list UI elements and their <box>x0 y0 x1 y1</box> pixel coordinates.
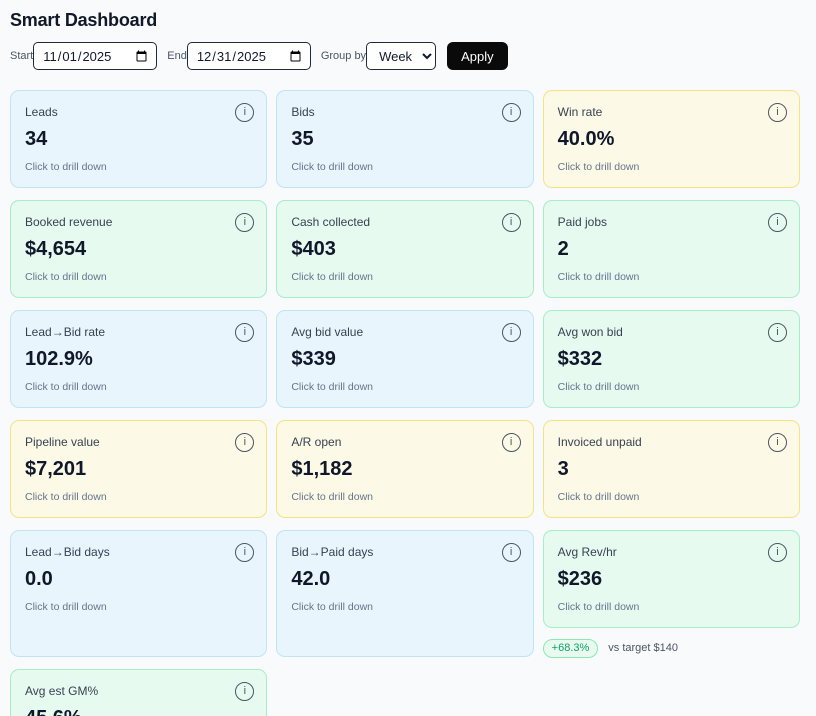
kpi-label: Paid jobs <box>557 215 608 229</box>
info-icon[interactable]: i <box>501 543 521 562</box>
kpi-value: 40.0% <box>557 128 615 150</box>
kpi-label: Lead→Bid rate <box>25 325 106 339</box>
kpi-card[interactable]: Leads i 34 Click to drill down <box>10 90 268 188</box>
kpi-drill-hint: Click to drill down <box>557 491 640 503</box>
kpi-value: $236 <box>557 568 603 590</box>
kpi-value: 34 <box>25 128 48 150</box>
kpi-drill-hint: Click to drill down <box>291 491 374 503</box>
kpi-value: 0.0 <box>25 568 53 590</box>
kpi-drill-hint: Click to drill down <box>291 271 374 283</box>
kpi-card[interactable]: Avg bid value i $339 Click to drill down <box>276 310 534 408</box>
kpi-value: 3 <box>557 458 569 480</box>
info-icon[interactable]: i <box>235 103 255 122</box>
kpi-drill-hint: Click to drill down <box>25 491 107 503</box>
kpi-label: Avg Rev/hr <box>557 545 617 559</box>
kpi-label: Leads <box>25 105 58 119</box>
kpi-value: 2 <box>557 238 569 260</box>
start-date-input[interactable] <box>33 42 158 70</box>
kpi-card[interactable]: Win rate i 40.0% Click to drill down <box>542 90 800 188</box>
kpi-card[interactable]: Cash collected i $403 Click to drill dow… <box>276 200 534 298</box>
kpi-drill-hint: Click to drill down <box>291 161 374 173</box>
kpi-value: 42.0 <box>291 568 331 590</box>
kpi-label: Cash collected <box>291 215 371 229</box>
kpi-value: $332 <box>557 348 603 370</box>
kpi-label: Bids <box>291 105 315 119</box>
kpi-drill-hint: Click to drill down <box>25 381 107 393</box>
kpi-card[interactable]: Avg est GM% i 45.6% Click to drill down <box>10 669 268 716</box>
end-date-input[interactable] <box>186 42 311 70</box>
kpi-card[interactable]: Pipeline value i $7,201 Click to drill d… <box>10 420 268 518</box>
kpi-cell-with-badge: Avg Rev/hr i $236 Click to drill down +6… <box>542 530 800 658</box>
kpi-card[interactable]: A/R open i $1,182 Click to drill down <box>276 420 534 518</box>
kpi-label: Pipeline value <box>25 435 100 449</box>
kpi-card[interactable]: Paid jobs i 2 Click to drill down <box>542 200 800 298</box>
kpi-card[interactable]: Avg won bid i $332 Click to drill down <box>542 310 800 408</box>
kpi-drill-hint: Click to drill down <box>557 271 640 283</box>
end-date-label: End <box>167 50 187 62</box>
kpi-value: 102.9% <box>25 348 93 370</box>
kpi-value: $403 <box>291 238 336 260</box>
kpi-value: $4,654 <box>25 238 87 260</box>
kpi-label: Win rate <box>557 105 603 119</box>
kpi-drill-hint: Click to drill down <box>25 161 107 173</box>
kpi-card[interactable]: Lead→Bid rate i 102.9% Click to drill do… <box>10 310 268 408</box>
kpi-label: Avg bid value <box>291 325 364 339</box>
apply-button[interactable]: Apply <box>447 42 508 70</box>
kpi-value: 45.6% <box>25 707 252 716</box>
info-icon[interactable]: i <box>768 103 787 122</box>
kpi-value: 35 <box>291 128 314 150</box>
kpi-card[interactable]: Lead→Bid days i 0.0 Click to drill down <box>10 530 268 657</box>
info-icon[interactable]: i <box>235 682 255 701</box>
target-delta-badge: +68.3% <box>542 638 599 658</box>
kpi-label: Bid→Paid days <box>291 545 374 559</box>
kpi-cards-grid: Leads i 34 Click to drill down Bids i 35… <box>10 90 800 716</box>
kpi-value: $7,201 <box>25 458 87 480</box>
kpi-card[interactable]: Booked revenue i $4,654 Click to drill d… <box>10 200 268 298</box>
info-icon[interactable]: i <box>235 213 255 232</box>
info-icon[interactable]: i <box>501 213 521 232</box>
kpi-value: $1,182 <box>291 458 353 480</box>
info-icon[interactable]: i <box>768 433 787 452</box>
page-title: Smart Dashboard <box>10 10 158 30</box>
kpi-drill-hint: Click to drill down <box>557 601 640 613</box>
info-icon[interactable]: i <box>235 323 255 342</box>
info-icon[interactable]: i <box>501 433 521 452</box>
filter-bar: Start End Group by Week Apply <box>10 42 816 70</box>
kpi-label: Avg est GM% <box>25 684 99 698</box>
kpi-drill-hint: Click to drill down <box>557 161 640 173</box>
info-icon[interactable]: i <box>768 323 787 342</box>
kpi-label: Lead→Bid days <box>25 545 110 559</box>
group-by-label: Group by <box>320 50 367 62</box>
kpi-card[interactable]: Avg Rev/hr i $236 Click to drill down <box>542 530 800 628</box>
group-by-select[interactable]: Week <box>366 42 437 70</box>
info-icon[interactable]: i <box>235 543 255 562</box>
kpi-drill-hint: Click to drill down <box>557 381 640 393</box>
info-icon[interactable]: i <box>235 433 255 452</box>
kpi-label: Invoiced unpaid <box>557 435 642 449</box>
kpi-badge-row: +68.3% vs target $140 <box>542 638 800 658</box>
info-icon[interactable]: i <box>501 323 521 342</box>
kpi-card[interactable]: Bid→Paid days i 42.0 Click to drill down <box>276 530 534 657</box>
target-note: vs target $140 <box>608 642 678 654</box>
kpi-drill-hint: Click to drill down <box>291 381 374 393</box>
kpi-label: A/R open <box>291 435 342 449</box>
kpi-drill-hint: Click to drill down <box>25 601 107 613</box>
kpi-card[interactable]: Bids i 35 Click to drill down <box>276 90 534 188</box>
kpi-label: Avg won bid <box>557 325 623 339</box>
kpi-card[interactable]: Invoiced unpaid i 3 Click to drill down <box>542 420 800 518</box>
kpi-drill-hint: Click to drill down <box>25 271 107 283</box>
info-icon[interactable]: i <box>768 213 787 232</box>
kpi-label: Booked revenue <box>25 215 113 229</box>
start-date-label: Start <box>10 50 34 62</box>
info-icon[interactable]: i <box>501 103 521 122</box>
info-icon[interactable]: i <box>768 543 787 562</box>
kpi-drill-hint: Click to drill down <box>291 601 374 613</box>
kpi-value: $339 <box>291 348 336 370</box>
